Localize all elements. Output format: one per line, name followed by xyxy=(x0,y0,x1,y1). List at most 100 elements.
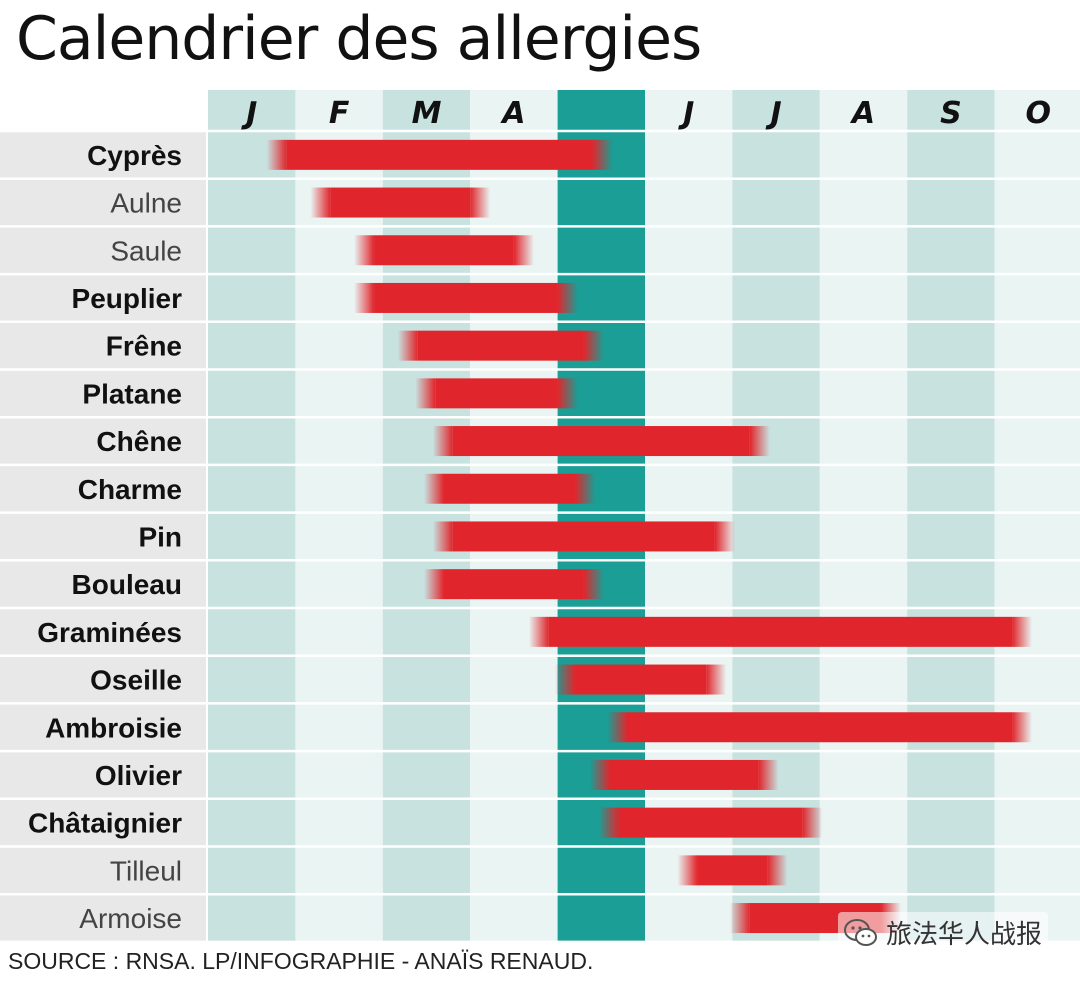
plant-label: Pin xyxy=(138,521,182,552)
pollen-bar-core xyxy=(443,569,584,600)
plant-label: Châtaignier xyxy=(28,808,182,839)
pollen-bar xyxy=(266,139,613,170)
wechat-icon xyxy=(844,918,877,946)
month-column-8 xyxy=(907,90,995,942)
month-label: A xyxy=(850,96,875,131)
label-background xyxy=(0,322,206,369)
pollen-bar-fade-start xyxy=(677,855,698,886)
pollen-bar xyxy=(423,473,596,504)
plant-label: Armoise xyxy=(79,903,182,934)
plant-label: Aulne xyxy=(110,188,182,219)
pollen-bar-fade-end xyxy=(575,473,596,504)
pollen-bar-core xyxy=(286,139,593,170)
pollen-bar-fade-end xyxy=(706,664,727,695)
label-background xyxy=(0,418,206,464)
pollen-bar-fade-end xyxy=(583,569,604,600)
pollen-bar xyxy=(677,855,788,886)
pollen-bar-core xyxy=(452,521,715,552)
month-label: J xyxy=(241,96,257,131)
pollen-bar-fade-start xyxy=(432,426,453,457)
pollen-bar xyxy=(432,521,735,552)
pollen-bar-fade-start xyxy=(423,473,444,504)
pollen-bar-core xyxy=(374,282,558,313)
pollen-bar-fade-start xyxy=(598,807,619,838)
month-column-1 xyxy=(295,90,383,942)
label-background xyxy=(0,179,206,226)
pollen-bar-fade-end xyxy=(592,139,613,170)
pollen-bar xyxy=(528,616,1033,647)
month-label: J xyxy=(678,96,694,131)
pollen-bar xyxy=(607,712,1033,743)
plant-label: Chêne xyxy=(96,426,182,457)
plant-label: Frêne xyxy=(106,331,182,362)
pollen-bar-fade-start xyxy=(432,521,453,552)
pollen-bar-fade-start xyxy=(310,187,331,218)
pollen-bar xyxy=(397,330,604,361)
pollen-bar xyxy=(354,282,578,313)
label-background xyxy=(0,275,206,321)
pollen-bar xyxy=(354,235,534,266)
month-label: A xyxy=(500,96,525,131)
pollen-bar-core xyxy=(610,759,759,790)
label-background xyxy=(0,656,206,703)
pollen-bar-fade-start xyxy=(555,664,576,695)
pollen-bar-fade-end xyxy=(749,426,770,457)
label-background xyxy=(0,799,206,846)
pollen-bars xyxy=(266,139,1033,934)
pollen-bar-fade-end xyxy=(767,855,788,886)
month-column-2 xyxy=(382,90,471,942)
pollen-bar xyxy=(598,807,823,838)
row-gridlines xyxy=(0,129,1080,944)
pollen-bar-core xyxy=(374,235,514,266)
plant-label: Olivier xyxy=(95,760,182,791)
pollen-bar-fade-start xyxy=(423,569,444,600)
month-label: O xyxy=(1026,96,1052,131)
label-background xyxy=(0,513,206,560)
plant-label: Peuplier xyxy=(72,283,183,314)
label-background xyxy=(0,704,206,751)
pollen-bar-core xyxy=(575,664,707,695)
pollen-bar-core xyxy=(435,378,558,409)
pollen-bar-core xyxy=(627,712,1013,743)
pollen-bar-fade-start xyxy=(729,903,750,934)
pollen-bar-fade-end xyxy=(583,330,604,361)
pollen-bar-core xyxy=(330,187,471,218)
label-background xyxy=(0,370,206,417)
pollen-bar-fade-start xyxy=(397,330,418,361)
label-background xyxy=(0,227,206,274)
plant-labels: Cyprès Aulne Saule Peuplier Frêne Platane Chên… xyxy=(28,140,182,934)
plant-label: Graminées xyxy=(37,617,182,648)
pollen-bar xyxy=(415,378,578,409)
pollen-bar xyxy=(590,759,779,790)
pollen-bar-fade-end xyxy=(714,521,735,552)
pollen-bar-core xyxy=(697,855,768,886)
label-background xyxy=(0,609,206,655)
pollen-bar-fade-end xyxy=(513,235,534,266)
pollen-bar-fade-start xyxy=(354,282,375,313)
pollen-bar xyxy=(432,426,770,457)
label-background xyxy=(0,752,206,798)
pollen-bar-core xyxy=(548,616,1013,647)
plant-label: Ambroisie xyxy=(45,712,182,743)
pollen-bar-fade-end xyxy=(758,759,779,790)
month-column-3 xyxy=(470,90,558,942)
pollen-bar-fade-end xyxy=(802,807,823,838)
month-label: S xyxy=(940,96,962,131)
pollen-bar-fade-start xyxy=(266,139,287,170)
label-background xyxy=(0,895,206,941)
pollen-bar-fade-end xyxy=(557,282,578,313)
pollen-bar-fade-end xyxy=(557,378,578,409)
pollen-bar-core xyxy=(452,426,750,457)
pollen-bar-core xyxy=(417,330,584,361)
month-label: M xyxy=(412,96,442,131)
row-label-backgrounds xyxy=(0,132,206,941)
plant-label: Cyprès xyxy=(87,140,182,171)
month-label: J xyxy=(766,96,782,131)
label-background xyxy=(0,465,206,512)
pollen-bar xyxy=(423,569,604,600)
pollen-bar-fade-start xyxy=(415,378,436,409)
month-label: F xyxy=(329,96,350,131)
pollen-bar-fade-start xyxy=(590,759,611,790)
